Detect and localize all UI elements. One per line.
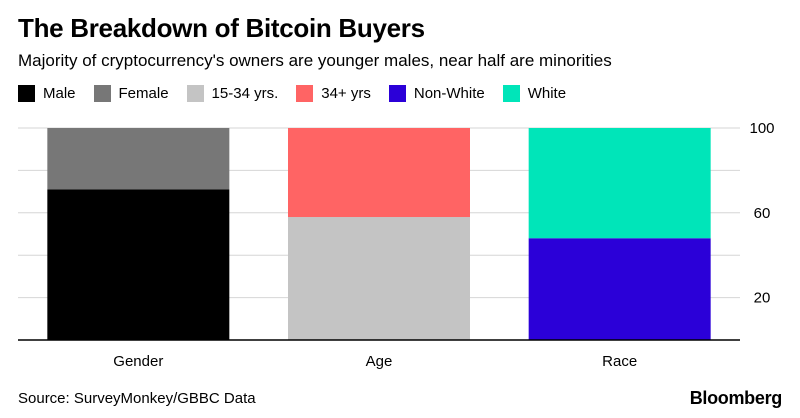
chart-subtitle: Majority of cryptocurrency's owners are … xyxy=(18,51,612,70)
legend-swatch-non-white xyxy=(388,85,406,102)
source-note: Source: SurveyMonkey/GBBC Data xyxy=(18,390,256,407)
bar-gender-male xyxy=(47,189,230,340)
legend-swatch-male xyxy=(18,85,35,102)
bar-gender-female xyxy=(47,128,230,190)
x-tick-label-age: Age xyxy=(366,353,393,370)
legend-item-female: Female xyxy=(93,85,169,102)
legend-item-white: White xyxy=(502,85,567,102)
x-tick-label-gender: Gender xyxy=(113,353,163,370)
x-tick-label-race: Race xyxy=(602,353,637,370)
y-tick-label-100: 100 xyxy=(749,120,774,137)
chart-title: The Breakdown of Bitcoin Buyers xyxy=(18,13,425,43)
legend-swatch-15-34 xyxy=(186,85,204,102)
legend-label-non-white: Non-White xyxy=(413,85,485,102)
bar-age-34plus-yrs xyxy=(288,128,470,218)
bar-race-white xyxy=(528,128,711,239)
legend-swatch-34-plus xyxy=(296,85,314,102)
legend: Male Female 15-34 yrs. 34+ yrs Non-White… xyxy=(18,85,584,102)
legend-item-34-plus: 34+ yrs xyxy=(296,85,371,102)
legend-swatch-female xyxy=(93,85,111,102)
legend-item-non-white: Non-White xyxy=(388,85,485,102)
legend-swatch-white xyxy=(502,85,520,102)
legend-label-male: Male xyxy=(43,85,76,102)
y-tick-label-20: 20 xyxy=(754,290,771,307)
legend-label-15-34: 15-34 yrs. xyxy=(211,85,279,102)
legend-label-34-plus: 34+ yrs xyxy=(321,85,371,102)
bar-race-non-white xyxy=(528,238,711,340)
bar-age-15-34-yrs xyxy=(288,217,470,340)
legend-item-male: Male xyxy=(18,85,76,102)
legend-label-white: White xyxy=(527,85,567,102)
y-tick-label-60: 60 xyxy=(754,205,771,222)
legend-item-15-34: 15-34 yrs. xyxy=(186,85,279,102)
bloomberg-logo: Bloomberg xyxy=(689,388,783,408)
legend-label-female: Female xyxy=(118,85,169,102)
